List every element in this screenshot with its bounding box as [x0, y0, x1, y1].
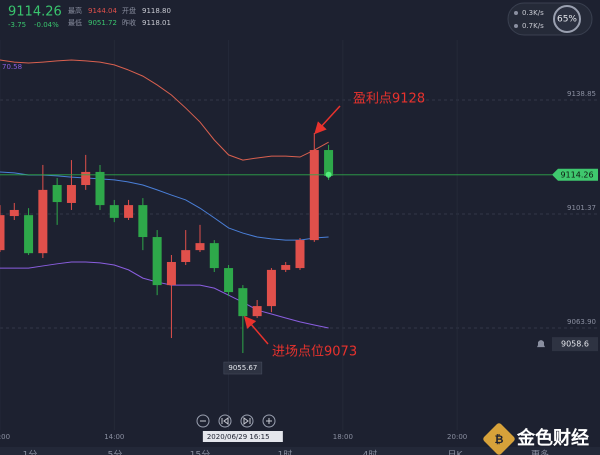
- overlay: 70.58 9114.26 9058.6 9055.67 2020/06/29 16:1…: [0, 63, 598, 442]
- current-price-label: 9114.26: [560, 170, 593, 179]
- stat-value: 9144.04: [88, 7, 117, 15]
- stat-label: 开盘: [122, 6, 136, 15]
- annotation-arrow: [314, 105, 341, 135]
- tab-bar: [0, 447, 600, 455]
- candle-body: [124, 205, 134, 218]
- current-price-tag: [552, 168, 598, 181]
- candle-body: [66, 185, 76, 203]
- tab[interactable]: 5分: [108, 450, 123, 455]
- tabs: 1分 5分 15分 1时 4时 日K 更多: [23, 449, 549, 455]
- download-speed: 0.7K/s: [522, 22, 544, 30]
- logo: [483, 423, 515, 455]
- candles: [0, 133, 334, 354]
- candle-body: [0, 215, 5, 251]
- candle-body: [281, 265, 291, 270]
- alert-label: 9058.6: [561, 340, 589, 349]
- watermark: ₿ 金色财经: [483, 423, 589, 455]
- band-line: [0, 261, 329, 329]
- band-line: [0, 171, 329, 241]
- tab[interactable]: 1时: [278, 449, 293, 455]
- candle-body: [52, 185, 62, 203]
- stat-value: 9051.72: [88, 19, 117, 27]
- y-tick-label: 9138.85: [567, 90, 596, 98]
- zoom-out[interactable]: [196, 414, 210, 428]
- price: 9114.26: [8, 5, 62, 20]
- crosshair-time-box: [202, 431, 283, 442]
- alert-tag: [552, 337, 598, 352]
- candle-body: [238, 288, 248, 317]
- zoom-icons: [200, 417, 272, 425]
- change: -3.75: [8, 21, 26, 29]
- indicator-label: 70.58: [2, 63, 22, 71]
- x-tick-label: 18:00: [333, 433, 353, 441]
- usage-ring: [553, 5, 581, 33]
- stat-label: 最高: [68, 6, 82, 15]
- y-tick-label: 9101.37: [567, 204, 596, 212]
- candle-body: [309, 150, 319, 241]
- x-tick-label: 12:00: [0, 433, 10, 441]
- candle-body: [166, 261, 176, 286]
- candle-body: [224, 268, 234, 293]
- scroll-end[interactable]: [240, 414, 254, 428]
- price-glow: [325, 171, 332, 178]
- zoom-in[interactable]: [262, 414, 276, 428]
- band-line: [0, 59, 329, 161]
- tab[interactable]: 更多: [531, 449, 549, 455]
- candle-body: [295, 240, 305, 269]
- alert-bell: [537, 340, 545, 348]
- tab[interactable]: 4时: [363, 449, 378, 455]
- watermark-text: 金色财经: [516, 427, 589, 449]
- scroll-start[interactable]: [218, 414, 232, 428]
- candle-body: [95, 171, 105, 206]
- logo-mark: ₿: [495, 433, 504, 446]
- candle-body: [324, 150, 334, 176]
- tab[interactable]: 日K: [448, 450, 464, 455]
- annotation: 进场点位9073: [272, 345, 357, 360]
- change-pct: -0.04%: [34, 21, 59, 29]
- tab[interactable]: 1分: [23, 450, 38, 455]
- stat-value: 9118.01: [142, 19, 171, 27]
- low-marker-label: 9055.67: [228, 364, 257, 372]
- candle-body: [109, 205, 119, 218]
- zoom-controls: [196, 414, 276, 428]
- icon: [514, 24, 518, 28]
- candle-body: [195, 243, 205, 251]
- candle-body: [181, 250, 191, 262]
- candle-body: [209, 243, 219, 269]
- stat-label: 最低: [68, 18, 82, 27]
- low-marker-box: [223, 361, 263, 375]
- usage: 65%: [557, 15, 577, 25]
- x-tick-label: 14:00: [104, 433, 124, 441]
- candle-body: [266, 269, 276, 307]
- candle-body: [9, 209, 19, 217]
- bands: [0, 59, 329, 329]
- upload-speed: 0.3K/s: [522, 9, 544, 17]
- candle-body: [81, 171, 91, 186]
- stat-value: 9118.80: [142, 7, 171, 15]
- candle-body: [152, 237, 162, 286]
- crosshair-time: 2020/06/29 16:15: [207, 433, 270, 441]
- x-tick-label: 20:00: [447, 433, 467, 441]
- annotation: 盈利点9128: [353, 92, 425, 107]
- tab[interactable]: 15分: [190, 450, 210, 455]
- candle-body: [252, 306, 262, 317]
- candle-body: [24, 215, 34, 254]
- annotation-arrow: [243, 315, 269, 345]
- stat-label: 昨收: [122, 18, 136, 27]
- icon: [514, 11, 518, 15]
- candle-body: [38, 189, 48, 254]
- y-tick-label: 9063.90: [567, 318, 596, 326]
- candle-body: [138, 205, 148, 238]
